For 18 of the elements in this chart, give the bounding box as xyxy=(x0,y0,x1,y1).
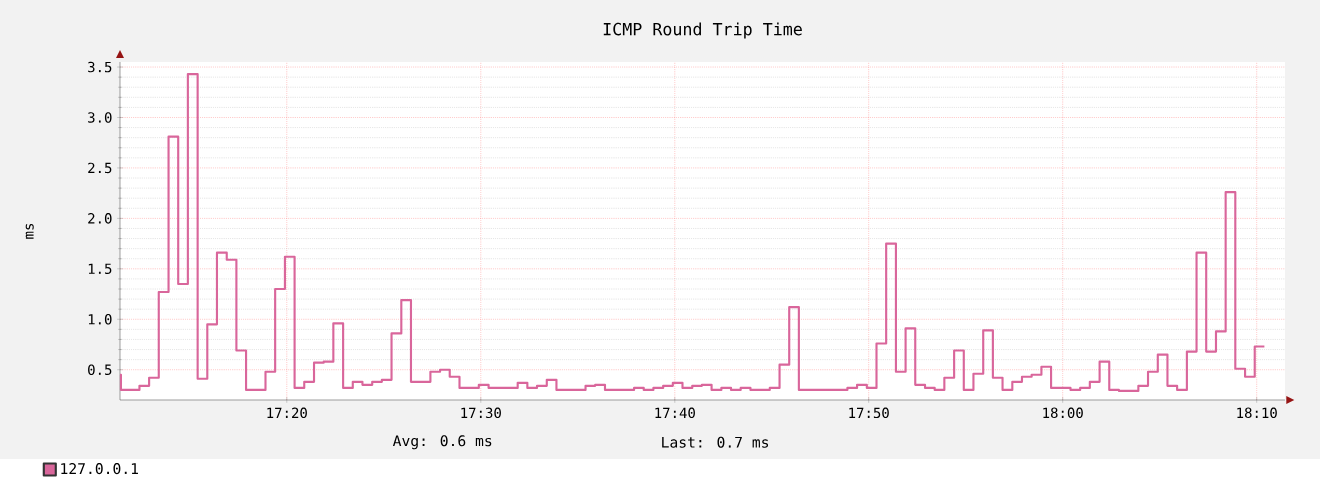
x-tick-label: 18:00 xyxy=(1043,407,1083,418)
y-tick-label: 3.5 xyxy=(88,61,112,73)
text: Avg: 0.6 ms xyxy=(392,435,492,450)
text: Last: 0.7 ms xyxy=(662,436,769,448)
y-tick-label: 1.0 xyxy=(88,313,112,325)
x-tick-label: 18:10 xyxy=(1237,407,1277,418)
x-tick-label: 17:40 xyxy=(655,407,695,418)
x-tick-label: 17:20 xyxy=(267,407,307,418)
y-tick-label: 2.0 xyxy=(88,212,112,224)
y-tick-label: 1.5 xyxy=(88,263,112,274)
y-tick-label: 3.0 xyxy=(88,112,112,123)
x-tick-label: 17:30 xyxy=(461,407,501,418)
x-tick-label: 17:50 xyxy=(849,407,889,418)
chart-title: ICMP Round Trip Time xyxy=(603,22,802,39)
y-tick-label: 0.5 xyxy=(88,364,112,375)
y-axis-title: ms xyxy=(25,223,34,239)
legend-label: 127.0.0.1 xyxy=(61,462,138,475)
y-tick-label: 2.5 xyxy=(88,162,112,174)
